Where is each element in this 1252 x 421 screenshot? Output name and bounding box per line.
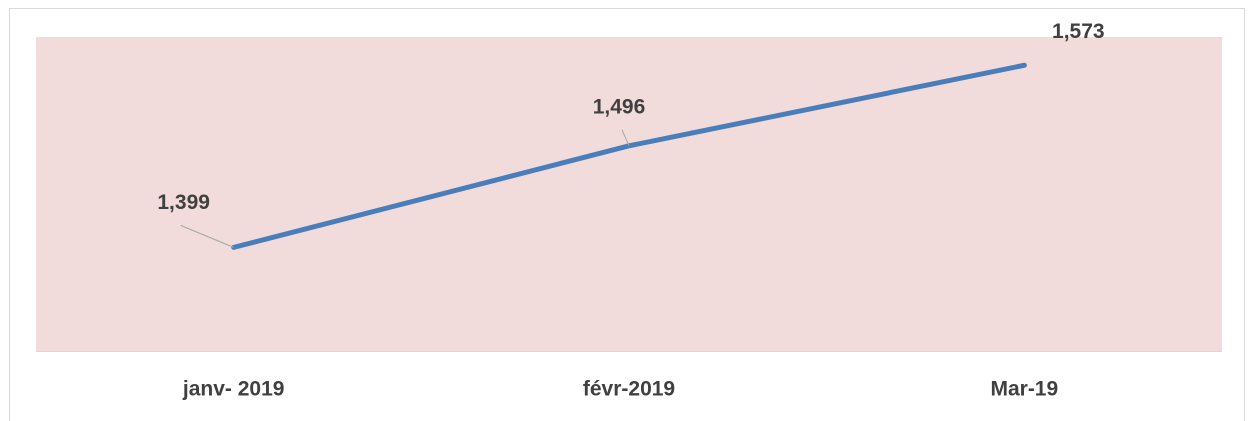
leader-line xyxy=(621,129,630,147)
x-tick-label: janv- 2019 xyxy=(182,378,285,401)
data-label: 1,496 xyxy=(593,95,646,118)
leader-line xyxy=(180,224,234,248)
x-tick-label: Mar-19 xyxy=(990,378,1058,401)
data-label: 1,573 xyxy=(1052,20,1105,43)
data-label: 1,399 xyxy=(157,191,210,214)
plot-area xyxy=(36,37,1222,351)
x-tick-label: févr-2019 xyxy=(583,378,675,401)
